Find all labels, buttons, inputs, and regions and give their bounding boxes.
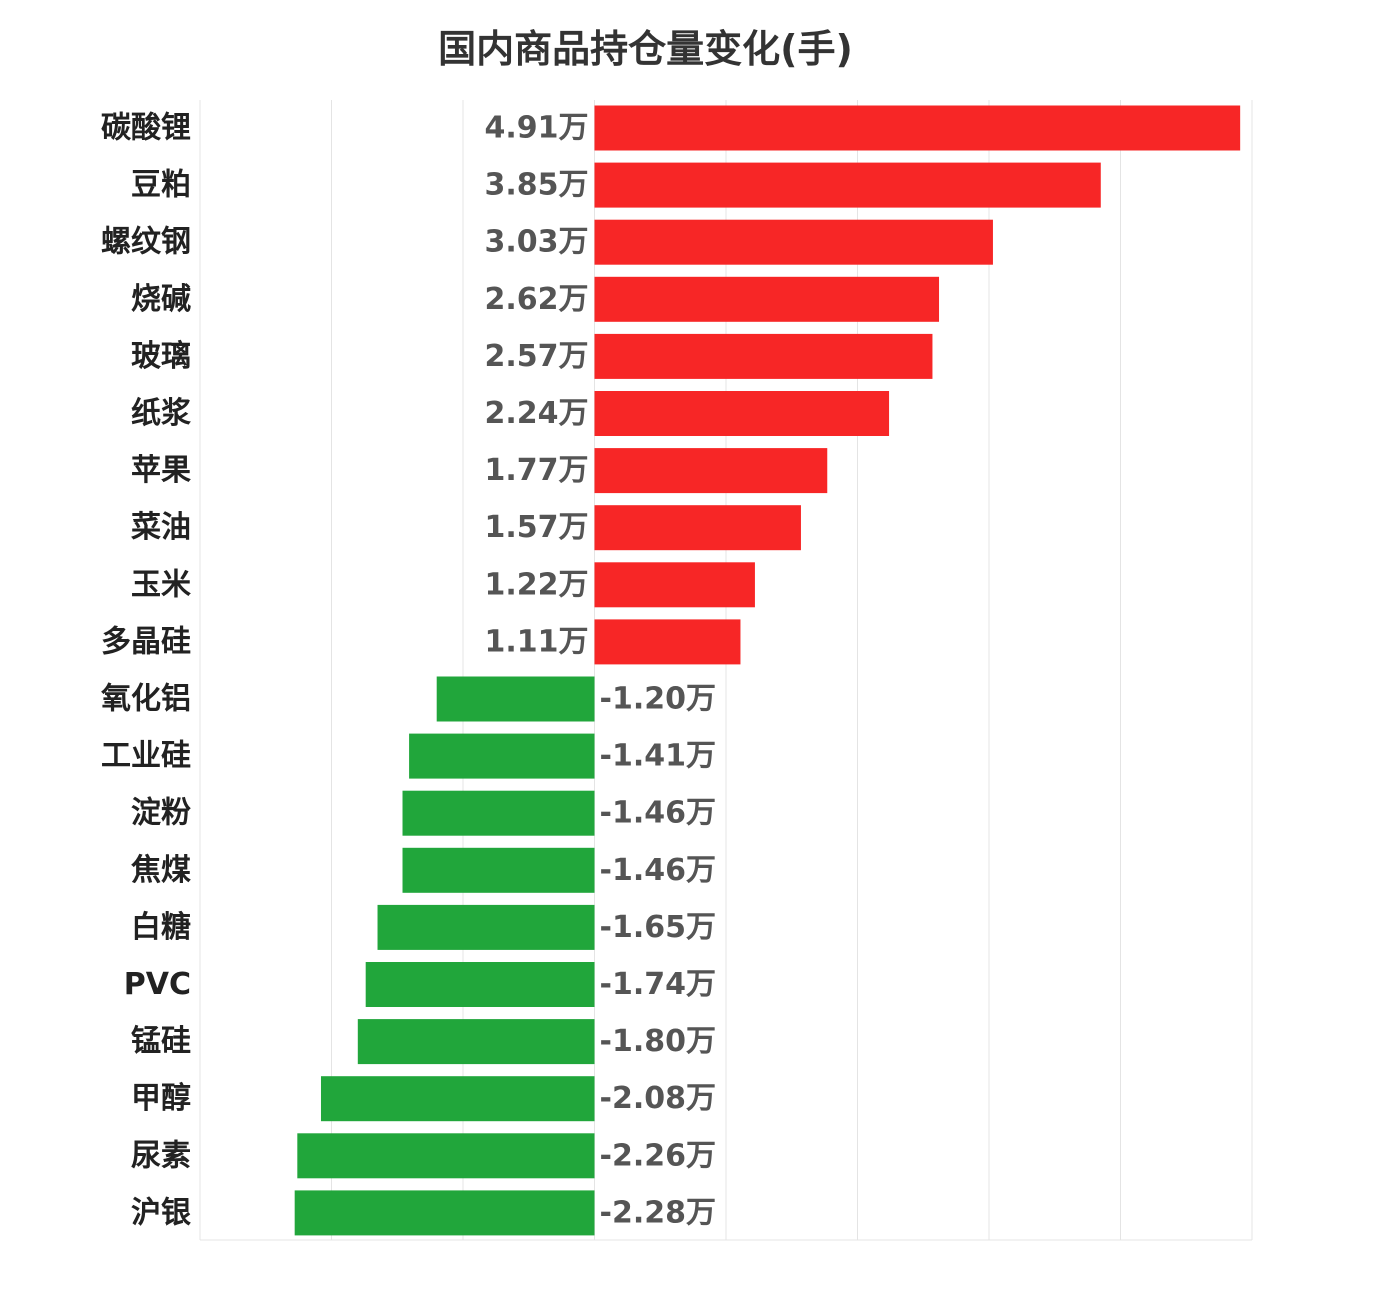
bar: [594, 219, 993, 265]
category-label: 淀粉: [131, 796, 191, 831]
data-label: 2.57万: [484, 339, 588, 374]
category-label: 多晶硅: [101, 624, 191, 659]
data-label: 4.91万: [484, 111, 588, 146]
grid-lines: [199, 100, 1253, 1241]
bar: [297, 1133, 595, 1179]
category-label: PVC: [124, 967, 191, 1002]
data-label: -1.80万: [600, 1024, 716, 1059]
bar: [594, 619, 741, 665]
category-label: 尿素: [131, 1138, 191, 1173]
category-label: 玻璃: [131, 339, 191, 374]
bar: [594, 333, 933, 379]
data-label: -1.20万: [600, 682, 716, 717]
bar: [594, 562, 755, 608]
bar: [594, 105, 1241, 151]
bar: [377, 904, 595, 950]
bars: [294, 105, 1241, 1236]
data-label: -2.28万: [600, 1195, 716, 1230]
bar: [594, 276, 940, 322]
data-label: 1.77万: [484, 453, 588, 488]
category-label: 菜油: [131, 510, 191, 545]
bar: [402, 847, 595, 893]
bar: [357, 1019, 595, 1065]
category-label: 苹果: [131, 453, 191, 488]
category-label: 碳酸锂: [101, 111, 191, 146]
bar: [409, 733, 595, 779]
category-label: 玉米: [131, 567, 191, 602]
data-label: 1.11万: [484, 624, 588, 659]
data-label: 2.62万: [484, 282, 588, 317]
data-label: 2.24万: [484, 396, 588, 431]
data-label: -1.74万: [600, 967, 716, 1002]
data-label: 3.85万: [484, 168, 588, 203]
data-label: -2.08万: [600, 1081, 716, 1116]
bar: [594, 162, 1101, 208]
category-label: 白糖: [131, 910, 191, 945]
data-label: -1.65万: [600, 910, 716, 945]
bar: [320, 1076, 595, 1122]
data-label: 1.57万: [484, 510, 588, 545]
bar: [294, 1190, 595, 1236]
category-label: 沪银: [131, 1195, 191, 1230]
category-label: 锰硅: [131, 1024, 191, 1059]
category-label: 烧碱: [131, 282, 191, 317]
category-label: 纸浆: [131, 396, 191, 431]
bar: [594, 448, 828, 494]
category-label: 螺纹钢: [101, 225, 191, 260]
bar: [594, 505, 801, 551]
data-label: -1.46万: [600, 853, 716, 888]
bar: [594, 391, 890, 436]
category-label: 甲醇: [131, 1081, 191, 1116]
chart-title: 国内商品持仓量变化(手): [438, 27, 853, 71]
category-label: 豆粕: [131, 168, 191, 203]
data-label: -2.26万: [600, 1138, 716, 1173]
bar: [402, 790, 595, 836]
category-label: 焦煤: [131, 853, 191, 888]
data-label: -1.41万: [600, 739, 716, 774]
bar: [436, 676, 595, 722]
data-label: 3.03万: [484, 225, 588, 260]
category-label: 氧化铝: [101, 682, 191, 717]
data-label: 1.22万: [484, 567, 588, 602]
value-labels: 4.91万 3.85万 3.03万 2.62万 2.57万 2.24万 1.77万 1.57万…: [484, 111, 716, 1231]
bar: [365, 962, 595, 1007]
category-label: 工业硅: [101, 739, 191, 774]
data-label: -1.46万: [600, 796, 716, 831]
